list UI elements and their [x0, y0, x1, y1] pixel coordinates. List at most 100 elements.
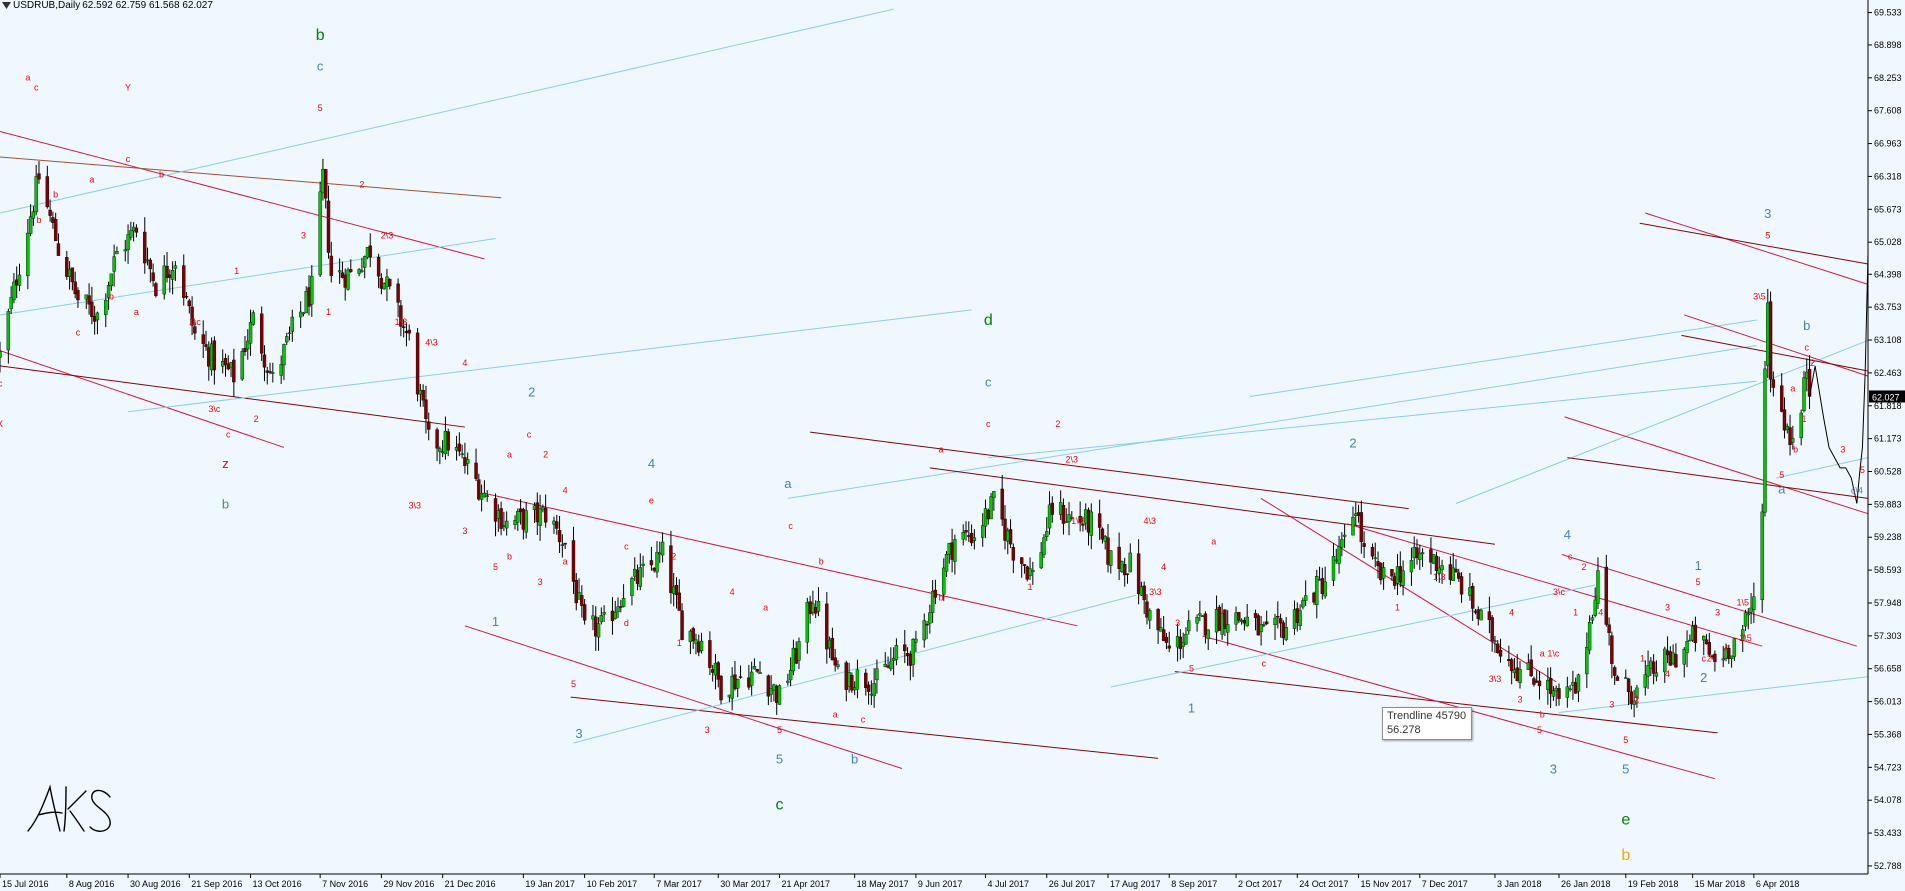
candle: [1226, 624, 1230, 633]
candle: [1535, 680, 1539, 683]
wave-label: c: [775, 796, 783, 813]
candle: [905, 653, 910, 657]
candle: [1590, 617, 1595, 621]
candle: [457, 443, 462, 452]
candle: [1198, 613, 1202, 616]
candle: [713, 662, 718, 676]
candle: [1665, 650, 1670, 656]
candle: [212, 340, 217, 371]
candle: [1200, 615, 1205, 618]
candle: [435, 429, 439, 449]
candle: [669, 545, 673, 593]
candle: [1788, 427, 1792, 445]
candle: [1019, 557, 1024, 564]
candle: [752, 666, 757, 670]
candle: [134, 227, 139, 233]
wave-label: c: [986, 419, 991, 429]
candle: [599, 615, 604, 623]
chart-menu-icon[interactable]: [2, 2, 11, 9]
wave-label: 1: [1801, 414, 1806, 424]
candle: [674, 584, 679, 596]
candle: [123, 249, 127, 252]
candle: [165, 265, 169, 278]
x-tick-label: 21 Dec 2016: [445, 879, 496, 889]
candle: [271, 372, 275, 374]
candle: [1145, 601, 1149, 618]
wave-label: d: [624, 618, 629, 628]
candle: [204, 344, 208, 347]
candle: [399, 305, 403, 327]
candle: [1741, 629, 1745, 641]
candle: [427, 421, 431, 430]
wave-label: b: [1803, 318, 1810, 333]
candle: [1470, 586, 1475, 609]
candle: [87, 295, 91, 305]
candle: [1003, 518, 1007, 541]
candle: [1281, 622, 1286, 639]
candle: [1476, 609, 1480, 619]
candle: [1437, 567, 1441, 574]
candle: [92, 315, 97, 322]
y-tick-label: 54.078: [1874, 795, 1902, 805]
wave-label: 3: [1175, 618, 1180, 628]
candle: [1359, 512, 1364, 543]
current-price-tag: [1869, 390, 1905, 403]
candle: [989, 496, 993, 520]
wave-label: 5: [1537, 725, 1542, 735]
candle: [1490, 617, 1494, 641]
wave-label: c: [527, 429, 532, 439]
candle: [51, 217, 55, 223]
candle: [385, 276, 389, 288]
candle: [733, 674, 737, 690]
candle: [1440, 565, 1444, 571]
candle: [1612, 667, 1617, 676]
candle: [1340, 539, 1344, 548]
candle: [610, 610, 615, 621]
candle: [1546, 680, 1550, 690]
candle: [1273, 617, 1277, 626]
wave-label: 4: [1665, 669, 1670, 679]
candle: [1276, 616, 1280, 618]
candle: [1342, 534, 1347, 537]
candle: [187, 300, 192, 307]
wave-label: b: [159, 169, 164, 179]
candle: [655, 551, 659, 573]
y-tick-label: 65.673: [1874, 204, 1902, 214]
wave-label: a: [763, 603, 768, 613]
candle: [1097, 513, 1102, 528]
candle: [201, 334, 205, 344]
candle: [1042, 537, 1046, 555]
trendline-23: [1645, 212, 1869, 285]
wave-label: 3\5: [1753, 292, 1766, 302]
candle: [37, 173, 41, 180]
candle: [577, 592, 581, 600]
candle: [45, 176, 50, 208]
candle: [964, 530, 968, 533]
candle: [407, 329, 411, 334]
candle: [109, 273, 114, 287]
candle: [596, 623, 601, 638]
y-tick-label: 68.253: [1874, 73, 1902, 83]
candle: [992, 491, 996, 499]
candle: [190, 306, 194, 326]
x-tick-label: 17 Aug 2017: [1110, 879, 1161, 889]
candle: [1084, 509, 1088, 524]
wave-label: 1: [1640, 653, 1645, 663]
candle: [1264, 621, 1269, 625]
candle: [1532, 678, 1536, 685]
candle: [944, 553, 949, 572]
candle: [903, 644, 907, 652]
candle: [1058, 502, 1063, 515]
candle: [209, 343, 214, 371]
candle: [1301, 600, 1305, 608]
candle: [1785, 426, 1789, 430]
x-tick-label: 15 Nov 2017: [1361, 879, 1412, 889]
candle: [797, 641, 801, 661]
candle: [1704, 639, 1709, 645]
wave-label: a: [1778, 481, 1786, 496]
candle: [479, 493, 484, 500]
candle: [362, 256, 367, 268]
